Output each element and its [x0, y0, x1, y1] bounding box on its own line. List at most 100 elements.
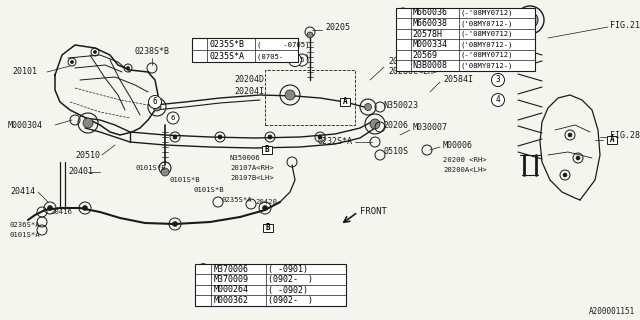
- Text: 20416: 20416: [50, 209, 72, 215]
- Circle shape: [568, 133, 572, 137]
- Text: 0101S*A: 0101S*A: [10, 232, 40, 238]
- Text: M000334: M000334: [413, 40, 447, 49]
- Text: 0101S*B: 0101S*B: [170, 177, 200, 183]
- Circle shape: [285, 90, 295, 100]
- Circle shape: [83, 205, 88, 211]
- Circle shape: [398, 8, 408, 18]
- Text: N3B0008: N3B0008: [413, 61, 447, 70]
- Text: 6: 6: [153, 98, 157, 107]
- Text: 2: 2: [401, 10, 405, 16]
- Text: 20584I: 20584I: [443, 76, 473, 84]
- Circle shape: [198, 284, 209, 295]
- Text: A: A: [610, 135, 614, 145]
- Text: 20578H: 20578H: [413, 29, 442, 39]
- Text: (0705-     ): (0705- ): [257, 53, 310, 60]
- Text: 6: 6: [171, 115, 175, 121]
- Circle shape: [167, 112, 179, 124]
- Circle shape: [576, 156, 580, 160]
- Text: N350023: N350023: [383, 100, 418, 109]
- Text: 0236S*A: 0236S*A: [10, 222, 40, 228]
- Text: 20107A<RH>: 20107A<RH>: [230, 165, 274, 171]
- Text: B: B: [265, 146, 269, 155]
- Text: (-'08MY0712): (-'08MY0712): [461, 52, 513, 59]
- Text: 5: 5: [300, 57, 304, 63]
- Text: 5: 5: [201, 265, 205, 274]
- Circle shape: [296, 54, 308, 66]
- Circle shape: [173, 221, 177, 227]
- Text: (-'08MY0712): (-'08MY0712): [461, 10, 513, 16]
- Text: (0902-  ): (0902- ): [268, 296, 313, 305]
- Circle shape: [370, 119, 380, 129]
- Text: 1: 1: [197, 41, 202, 47]
- Circle shape: [148, 95, 161, 108]
- Text: (     -0705): ( -0705): [257, 41, 310, 48]
- Circle shape: [318, 135, 322, 139]
- Circle shape: [161, 168, 169, 176]
- Text: 20204I: 20204I: [234, 87, 264, 97]
- Text: ('08MY0712-): ('08MY0712-): [461, 20, 513, 27]
- Text: FIG.210: FIG.210: [610, 20, 640, 29]
- Text: (-'08MY0712): (-'08MY0712): [461, 31, 513, 37]
- Text: 5: 5: [292, 55, 298, 65]
- Circle shape: [492, 55, 504, 68]
- Text: 0101S*B: 0101S*B: [135, 165, 166, 171]
- Bar: [340, 98, 350, 106]
- Text: 20510: 20510: [75, 150, 100, 159]
- Circle shape: [198, 264, 209, 275]
- Circle shape: [307, 32, 313, 38]
- Text: M00006: M00006: [443, 140, 473, 149]
- Circle shape: [195, 39, 205, 49]
- Text: 3: 3: [496, 76, 500, 84]
- Circle shape: [398, 50, 408, 60]
- Text: M370009: M370009: [213, 275, 248, 284]
- Text: 0235S*A: 0235S*A: [209, 52, 244, 61]
- Text: 20107B<LH>: 20107B<LH>: [230, 175, 274, 181]
- Text: FIG.280: FIG.280: [610, 131, 640, 140]
- Text: ('08MY0712-): ('08MY0712-): [461, 41, 513, 48]
- Text: N350006: N350006: [230, 155, 260, 161]
- Circle shape: [365, 103, 371, 110]
- Text: 0235S*B: 0235S*B: [209, 40, 244, 49]
- Text: 0238S*B: 0238S*B: [134, 47, 170, 57]
- Circle shape: [262, 205, 268, 211]
- Text: 20401: 20401: [68, 167, 93, 177]
- Text: 20206: 20206: [383, 121, 408, 130]
- Circle shape: [83, 118, 93, 128]
- Text: M000264: M000264: [213, 285, 248, 294]
- Circle shape: [70, 60, 74, 63]
- Circle shape: [268, 135, 272, 139]
- Bar: [262, 146, 272, 154]
- Text: 20569: 20569: [413, 51, 438, 60]
- Text: 20200A<LH>: 20200A<LH>: [443, 167, 487, 173]
- Text: 20280B<RH>: 20280B<RH>: [388, 58, 438, 67]
- Circle shape: [492, 93, 504, 107]
- Text: 20414: 20414: [10, 188, 35, 196]
- Text: M000362: M000362: [213, 296, 248, 305]
- Text: 0232S*A: 0232S*A: [318, 138, 353, 147]
- Text: B: B: [266, 223, 270, 233]
- Text: 0235S*A: 0235S*A: [222, 197, 253, 203]
- Text: 20205: 20205: [325, 23, 350, 33]
- Text: A200001151: A200001151: [589, 308, 635, 316]
- Circle shape: [153, 103, 161, 111]
- Text: M660038: M660038: [413, 19, 447, 28]
- Bar: [396, 8, 535, 71]
- Circle shape: [563, 173, 567, 177]
- Circle shape: [289, 53, 301, 67]
- Text: 6: 6: [201, 285, 205, 294]
- Text: A: A: [342, 98, 348, 107]
- Circle shape: [492, 74, 504, 86]
- Bar: [263, 224, 273, 232]
- Text: M000304: M000304: [8, 121, 43, 130]
- Circle shape: [398, 29, 408, 39]
- Text: FRONT: FRONT: [360, 207, 387, 217]
- Text: M660036: M660036: [413, 8, 447, 18]
- Text: ( -0901): ( -0901): [268, 265, 308, 274]
- Circle shape: [47, 205, 52, 211]
- Circle shape: [173, 135, 177, 139]
- Text: 4: 4: [401, 52, 405, 58]
- Text: 4: 4: [496, 95, 500, 105]
- Text: ('08MY0712-): ('08MY0712-): [461, 62, 513, 69]
- Text: ( -0902): ( -0902): [268, 285, 308, 294]
- Bar: [265, 70, 355, 125]
